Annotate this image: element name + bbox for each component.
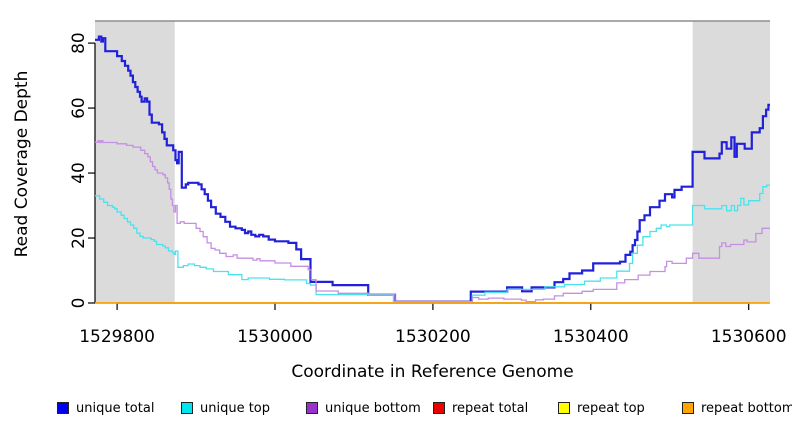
x-tick-label: 1530000 bbox=[237, 327, 313, 347]
x-tick-label: 1530400 bbox=[553, 327, 629, 347]
y-tick-label: 0 bbox=[69, 298, 89, 309]
legend-swatch-repeat-top bbox=[558, 402, 570, 414]
series-line-unique-bottom bbox=[95, 139, 770, 303]
legend-swatch-repeat-bottom bbox=[682, 402, 694, 414]
x-axis-title: Coordinate in Reference Genome bbox=[291, 362, 574, 382]
y-tick-label: 60 bbox=[69, 97, 89, 119]
legend-swatch-unique-total bbox=[57, 402, 69, 414]
shaded-region-0 bbox=[95, 21, 175, 303]
y-axis-title: Read Coverage Depth bbox=[12, 70, 32, 258]
y-tick-label: 80 bbox=[69, 32, 89, 54]
series-line-unique-total bbox=[95, 35, 770, 303]
legend-label: unique total bbox=[76, 400, 155, 416]
legend-item-repeat-top: repeat top bbox=[558, 400, 645, 416]
shaded-region-1 bbox=[692, 21, 770, 303]
series-line-unique-top bbox=[95, 184, 770, 303]
legend-label: unique top bbox=[200, 400, 271, 416]
x-tick-label: 1529800 bbox=[79, 327, 155, 347]
legend-item-repeat-bottom: repeat bottom bbox=[682, 400, 792, 416]
legend-item-unique-total: unique total bbox=[57, 400, 154, 416]
x-tick-label: 1530600 bbox=[711, 327, 787, 347]
y-tick-label: 20 bbox=[69, 227, 89, 249]
legend-swatch-repeat-total bbox=[433, 402, 445, 414]
legend-item-unique-top: unique top bbox=[181, 400, 270, 416]
legend-label: repeat top bbox=[577, 400, 645, 416]
y-tick-label: 40 bbox=[69, 162, 89, 184]
legend-swatch-unique-top bbox=[181, 402, 193, 414]
legend-swatch-unique-bottom bbox=[306, 402, 318, 414]
legend-label: unique bottom bbox=[325, 400, 421, 416]
legend: unique total unique top unique bottom repea… bbox=[0, 400, 792, 420]
legend-item-unique-bottom: unique bottom bbox=[306, 400, 421, 416]
coverage-plot-canvas: 0 20 40 60 80 1529800 1530000 1530200 1530400 153… bbox=[69, 20, 787, 347]
legend-item-repeat-total: repeat total bbox=[433, 400, 528, 416]
legend-label: repeat total bbox=[452, 400, 529, 416]
x-tick-label: 1530200 bbox=[395, 327, 471, 347]
legend-label: repeat bottom bbox=[701, 400, 792, 416]
